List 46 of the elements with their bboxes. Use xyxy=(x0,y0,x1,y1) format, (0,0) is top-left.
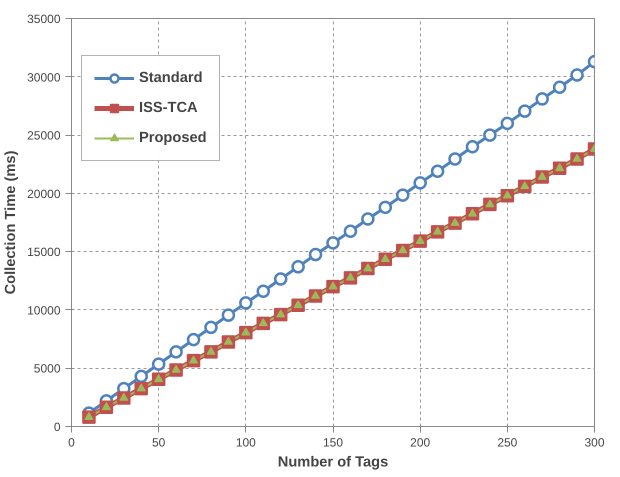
y-tick-label: 15000 xyxy=(27,245,61,260)
point xyxy=(500,116,514,130)
y-tick-label: 20000 xyxy=(27,186,61,201)
point xyxy=(256,284,270,298)
point xyxy=(396,188,410,202)
y-tick-label: 5000 xyxy=(34,362,61,376)
x-tick-label: 150 xyxy=(322,436,344,450)
point xyxy=(448,152,462,166)
point xyxy=(308,248,322,262)
point xyxy=(552,80,566,94)
point xyxy=(430,164,444,178)
x-tick-label: 200 xyxy=(410,436,431,450)
point xyxy=(413,176,427,190)
point xyxy=(186,332,200,346)
x-tick-label: 0 xyxy=(68,436,76,450)
legend-label: ISS-TCA xyxy=(139,100,198,116)
point xyxy=(152,357,166,371)
point xyxy=(466,140,480,154)
y-axis-title: Collection Time (ms) xyxy=(3,150,20,294)
legend-label: Standard xyxy=(139,70,203,86)
point xyxy=(291,260,305,274)
y-tick-label: 0 xyxy=(54,420,61,434)
point xyxy=(483,128,497,142)
y-tick-label: 10000 xyxy=(27,303,61,318)
x-tick-label: 100 xyxy=(236,436,256,450)
point xyxy=(239,296,253,310)
point xyxy=(361,212,375,226)
y-tick-label: 30000 xyxy=(27,70,61,84)
point xyxy=(518,104,532,118)
point xyxy=(274,272,288,286)
point xyxy=(378,200,392,214)
point xyxy=(169,345,183,359)
y-tick-label: 35000 xyxy=(27,12,61,26)
x-tick-label: 300 xyxy=(584,436,605,450)
point xyxy=(326,236,340,250)
legend-label: Proposed xyxy=(139,130,207,146)
point xyxy=(204,320,218,334)
point xyxy=(535,92,549,106)
x-tick-label: 250 xyxy=(497,436,518,450)
x-tick-label: 50 xyxy=(152,436,166,450)
point xyxy=(344,224,358,238)
point xyxy=(134,370,148,384)
point xyxy=(570,68,584,82)
x-axis-title: Number of Tags xyxy=(278,454,388,470)
point xyxy=(222,308,236,322)
y-tick-label: 25000 xyxy=(27,128,61,143)
